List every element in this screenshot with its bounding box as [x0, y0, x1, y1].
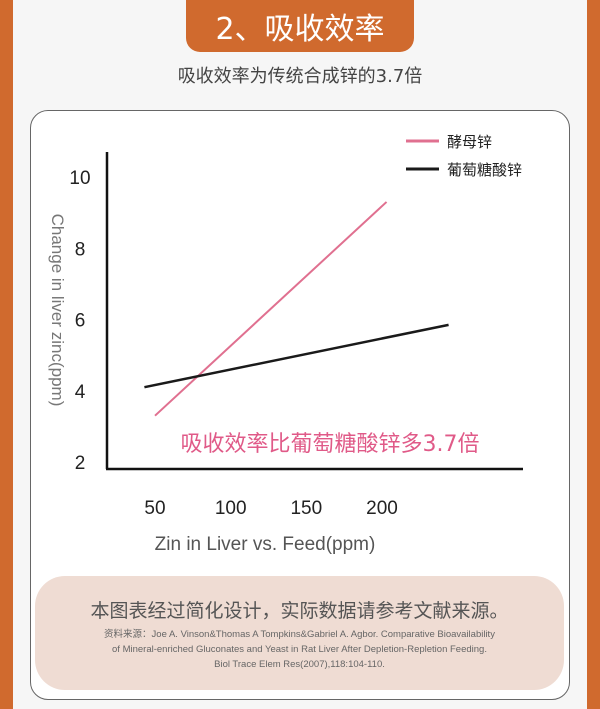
x-tick-label: 150 — [290, 498, 322, 519]
source-citation: 资料来源：Joe A. Vinson&Thomas A Tompkins&Gab… — [35, 627, 564, 672]
x-tick-label: 200 — [366, 498, 398, 519]
section-title: 2、吸收效率 — [186, 0, 414, 52]
source-line: of Mineral-enriched Gluconates and Yeast… — [112, 644, 487, 655]
source-line: 资料来源：Joe A. Vinson&Thomas A Tompkins&Gab… — [104, 629, 495, 640]
y-tick-label: 4 — [75, 382, 86, 403]
source-line: Biol Trace Elem Res(2007),118:104-110. — [214, 659, 385, 670]
chart-annotation: 吸收效率比葡萄糖酸锌多3.7倍 — [181, 432, 480, 457]
x-tick-label: 100 — [215, 498, 247, 519]
subtitle: 吸收效率为传统合成锌的3.7倍 — [177, 66, 423, 87]
y-tick-label: 8 — [75, 239, 86, 260]
y-tick-label: 6 — [75, 311, 86, 332]
y-tick-label: 10 — [69, 168, 90, 189]
legend-label-yeast: 酵母锌 — [447, 133, 492, 151]
y-tick-label: 2 — [75, 453, 86, 474]
right-border — [587, 0, 600, 709]
series-line-yeast — [154, 201, 388, 417]
series-line-gluconate — [144, 323, 449, 389]
x-axis-label: Zin in Liver vs. Feed(ppm) — [155, 534, 376, 555]
disclaimer-box: 本图表经过简化设计，实际数据请参考文献来源。 资料来源：Joe A. Vinso… — [35, 576, 564, 690]
y-axis-label: Change in liver zinc(ppm) — [48, 214, 67, 407]
x-tick-label: 50 — [144, 498, 165, 519]
disclaimer-text: 本图表经过简化设计，实际数据请参考文献来源。 — [90, 600, 509, 622]
left-border — [0, 0, 13, 709]
legend-label-gluconate: 葡萄糖酸锌 — [447, 161, 522, 179]
